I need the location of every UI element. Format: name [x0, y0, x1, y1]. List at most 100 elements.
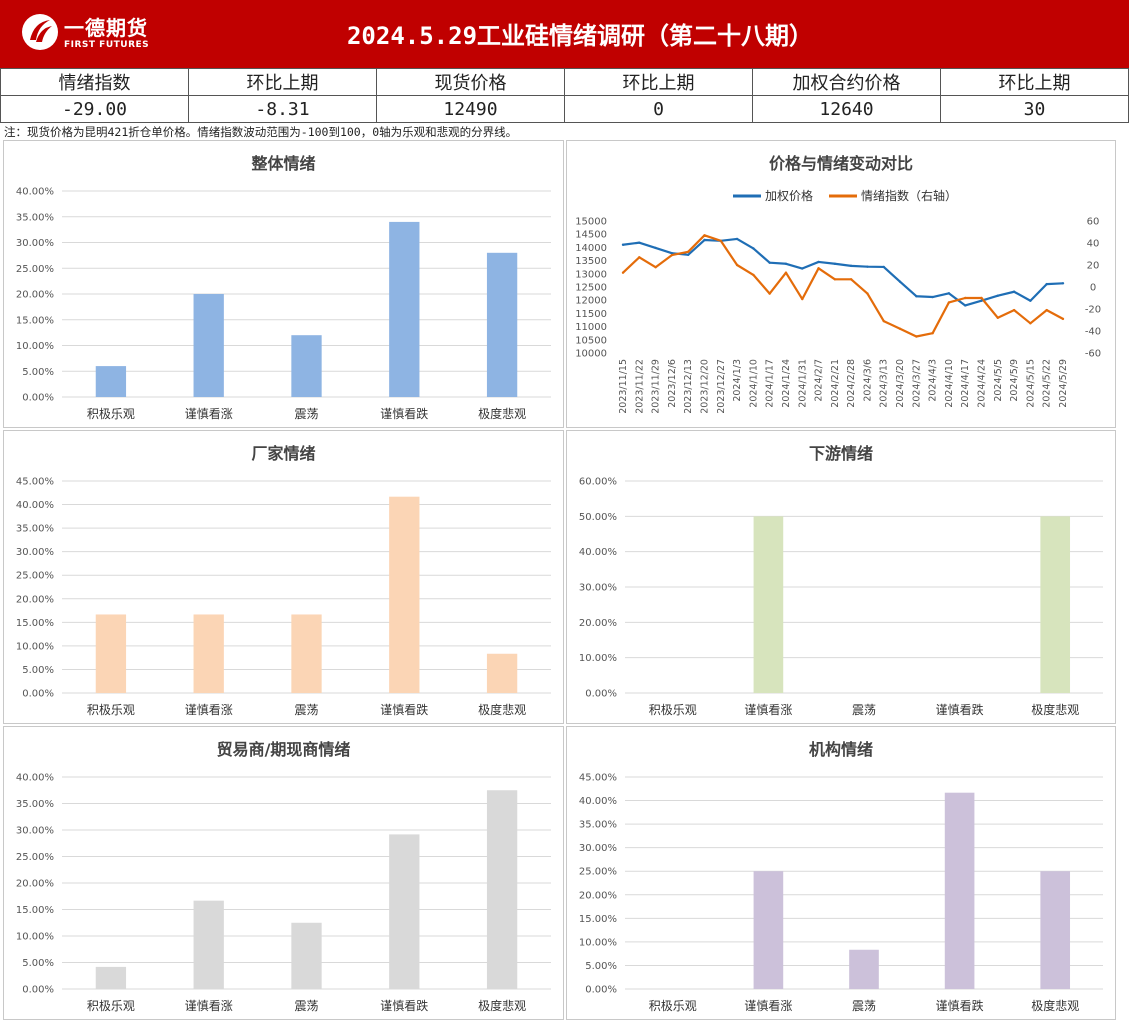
- summary-value-cell: 0: [564, 95, 753, 123]
- series-line-sentiment: [622, 234, 1064, 338]
- data-point-price: [768, 261, 771, 264]
- data-point-price: [866, 265, 869, 268]
- chart-title: 价格与情绪变动对比: [769, 154, 913, 173]
- x-date-label: 2024/4/3: [928, 359, 939, 402]
- data-point-price: [964, 304, 967, 307]
- chart-overall: 整体情绪 0.00% 5.00% 10.00% 15.00% 20.00% 25.00% 30…: [16, 154, 551, 421]
- y-right-tick-label: 60: [1087, 217, 1100, 228]
- y-tick-label: 5.00%: [22, 367, 54, 378]
- bar: [389, 496, 420, 693]
- y-tick-label: 40.00%: [16, 500, 54, 511]
- x-date-label: 2023/12/27: [716, 359, 727, 414]
- summary-header-cell: 环比上期: [564, 68, 753, 96]
- x-date-label: 2024/3/13: [879, 359, 890, 408]
- summary-value-cell: 30: [940, 95, 1129, 123]
- y-tick-label: 10.00%: [16, 641, 54, 652]
- x-category-label: 震荡: [294, 407, 318, 421]
- y-tick-label: 20.00%: [579, 618, 617, 629]
- y-tick-label: 30.00%: [16, 826, 54, 837]
- bar: [389, 221, 420, 397]
- bar: [1040, 516, 1071, 693]
- y-right-tick-label: 20: [1087, 261, 1100, 272]
- y-left-tick-label: 12500: [575, 283, 607, 294]
- bar: [1040, 871, 1071, 989]
- data-point-price: [947, 292, 951, 295]
- x-date-label: 2024/5/15: [1025, 359, 1036, 408]
- summary-header-cell: 情绪指数: [0, 68, 189, 96]
- y-left-tick-label: 13000: [575, 269, 607, 280]
- bar: [95, 366, 127, 397]
- x-category-label: 积极乐观: [649, 703, 697, 717]
- data-point-price: [882, 265, 885, 269]
- y-tick-label: 15.00%: [16, 905, 54, 916]
- y-right-tick-label: 0: [1090, 283, 1096, 294]
- y-tick-label: 0.00%: [22, 985, 54, 996]
- data-point-price: [752, 247, 755, 250]
- summary-value-row: -29.00 -8.31 12490 0 12640 30: [0, 95, 1129, 123]
- data-point-price: [670, 252, 674, 255]
- y-tick-label: 45.00%: [16, 477, 54, 488]
- y-right-tick-label: -40: [1085, 327, 1101, 338]
- x-date-label: 2023/11/15: [618, 359, 629, 414]
- x-date-label: 2024/5/29: [1058, 359, 1069, 408]
- y-tick-label: 0.00%: [22, 393, 54, 404]
- y-tick-label: 35.00%: [16, 524, 54, 535]
- bar: [486, 790, 518, 989]
- data-point-sentiment: [670, 253, 674, 257]
- x-date-label: 2024/5/5: [993, 359, 1004, 402]
- bar: [753, 516, 784, 693]
- y-tick-label: 25.00%: [16, 571, 54, 582]
- y-tick-label: 15.00%: [16, 315, 54, 326]
- y-tick-label: 40.00%: [579, 547, 617, 558]
- data-point-price: [1061, 282, 1065, 285]
- x-date-label: 2023/12/13: [683, 359, 694, 414]
- y-tick-label: 15.00%: [16, 618, 54, 629]
- data-point-price: [654, 246, 657, 250]
- bar: [95, 614, 127, 693]
- y-tick-label: 10.00%: [579, 937, 617, 948]
- x-category-label: 震荡: [852, 999, 876, 1013]
- x-category-label: 谨慎看跌: [936, 702, 984, 717]
- x-category-label: 极度悲观: [1031, 702, 1079, 717]
- y-left-tick-label: 11500: [575, 309, 607, 320]
- y-tick-label: 20.00%: [579, 890, 617, 901]
- y-tick-label: 35.00%: [16, 212, 54, 223]
- bar: [753, 871, 784, 989]
- y-tick-label: 30.00%: [16, 547, 54, 558]
- x-category-label: 震荡: [294, 999, 318, 1013]
- x-date-label: 2024/5/22: [1042, 359, 1053, 408]
- chart-panel-institution: 机构情绪 0.00% 5.00% 10.00% 15.00% 20.00% 25.00% 30…: [566, 726, 1116, 1020]
- bar: [193, 614, 224, 693]
- summary-header-cell: 环比上期: [188, 68, 377, 96]
- x-category-label: 极度悲观: [1031, 998, 1079, 1013]
- chart-institution: 机构情绪 0.00% 5.00% 10.00% 15.00% 20.00% 25.00% 30…: [579, 740, 1103, 1013]
- data-point-price: [931, 295, 934, 299]
- x-category-label: 极度悲观: [478, 406, 526, 421]
- y-tick-label: 60.00%: [579, 477, 617, 488]
- chart-panel-overall: 整体情绪 0.00% 5.00% 10.00% 15.00% 20.00% 25.00% 30…: [3, 140, 564, 428]
- data-point-price: [817, 260, 820, 264]
- data-point-price: [1029, 299, 1032, 302]
- y-left-tick-label: 12000: [575, 296, 607, 307]
- chart-trader: 贸易商/期现商情绪 0.00% 5.00% 10.00% 15.00% 20.00% 25.…: [16, 740, 551, 1013]
- y-tick-label: 25.00%: [16, 852, 54, 863]
- y-left-tick-label: 13500: [575, 256, 607, 267]
- data-point-price: [980, 299, 983, 302]
- x-date-label: 2024/1/3: [732, 359, 743, 402]
- data-point-sentiment: [996, 316, 1000, 319]
- y-left-tick-label: 15000: [575, 217, 607, 228]
- y-left-tick-label: 11000: [575, 322, 607, 333]
- data-point-sentiment: [703, 234, 706, 237]
- data-point-sentiment: [849, 278, 853, 281]
- data-point-sentiment: [621, 271, 625, 274]
- chart-title: 贸易商/期现商情绪: [217, 740, 351, 759]
- x-category-label: 积极乐观: [87, 407, 135, 421]
- data-point-price: [703, 238, 706, 242]
- chart-title: 机构情绪: [809, 740, 873, 759]
- y-tick-label: 35.00%: [579, 820, 617, 831]
- x-category-label: 谨慎看跌: [936, 998, 984, 1013]
- data-point-sentiment: [866, 292, 869, 295]
- y-tick-label: 0.00%: [585, 689, 617, 700]
- data-point-sentiment: [638, 256, 641, 259]
